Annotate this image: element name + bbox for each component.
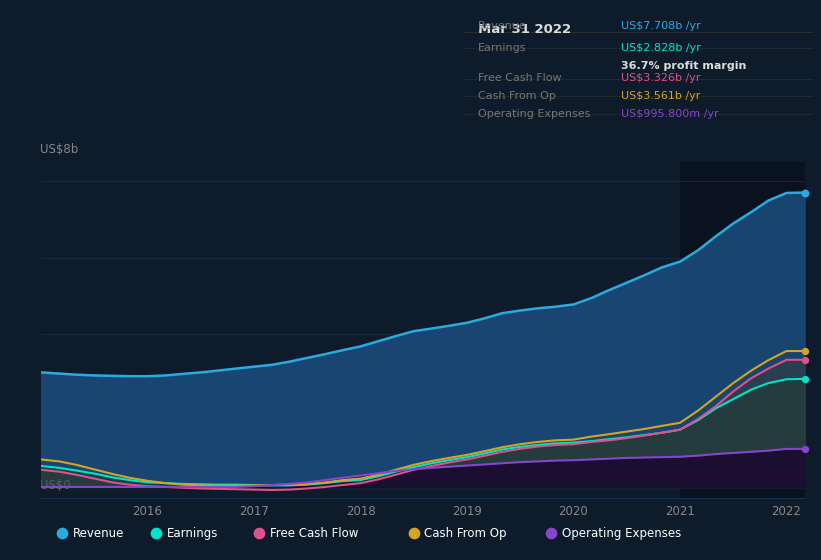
Point	[407, 529, 420, 538]
Text: Free Cash Flow: Free Cash Flow	[269, 527, 358, 540]
Text: Operating Expenses: Operating Expenses	[562, 527, 681, 540]
Point	[798, 356, 811, 365]
Text: US$3.326b /yr: US$3.326b /yr	[621, 73, 700, 83]
Point	[56, 529, 69, 538]
Text: US$8b: US$8b	[39, 143, 78, 156]
Point	[798, 188, 811, 197]
Text: Revenue: Revenue	[478, 21, 526, 31]
Text: Operating Expenses: Operating Expenses	[478, 109, 590, 119]
Text: US$7.708b /yr: US$7.708b /yr	[621, 21, 700, 31]
Point	[798, 445, 811, 454]
Bar	[680, 162, 805, 498]
Text: US$0: US$0	[39, 479, 71, 492]
Text: US$3.561b /yr: US$3.561b /yr	[621, 91, 700, 101]
Text: Earnings: Earnings	[167, 527, 218, 540]
Point	[798, 375, 811, 384]
Text: Cash From Op: Cash From Op	[424, 527, 507, 540]
Text: Mar 31 2022: Mar 31 2022	[478, 23, 571, 36]
Text: Free Cash Flow: Free Cash Flow	[478, 73, 562, 83]
Text: Revenue: Revenue	[73, 527, 124, 540]
Text: US$2.828b /yr: US$2.828b /yr	[621, 43, 701, 53]
Point	[252, 529, 265, 538]
Point	[798, 347, 811, 356]
Text: 36.7% profit margin: 36.7% profit margin	[621, 60, 746, 71]
Text: Cash From Op: Cash From Op	[478, 91, 556, 101]
Text: Earnings: Earnings	[478, 43, 526, 53]
Point	[149, 529, 163, 538]
Point	[544, 529, 557, 538]
Text: US$995.800m /yr: US$995.800m /yr	[621, 109, 718, 119]
